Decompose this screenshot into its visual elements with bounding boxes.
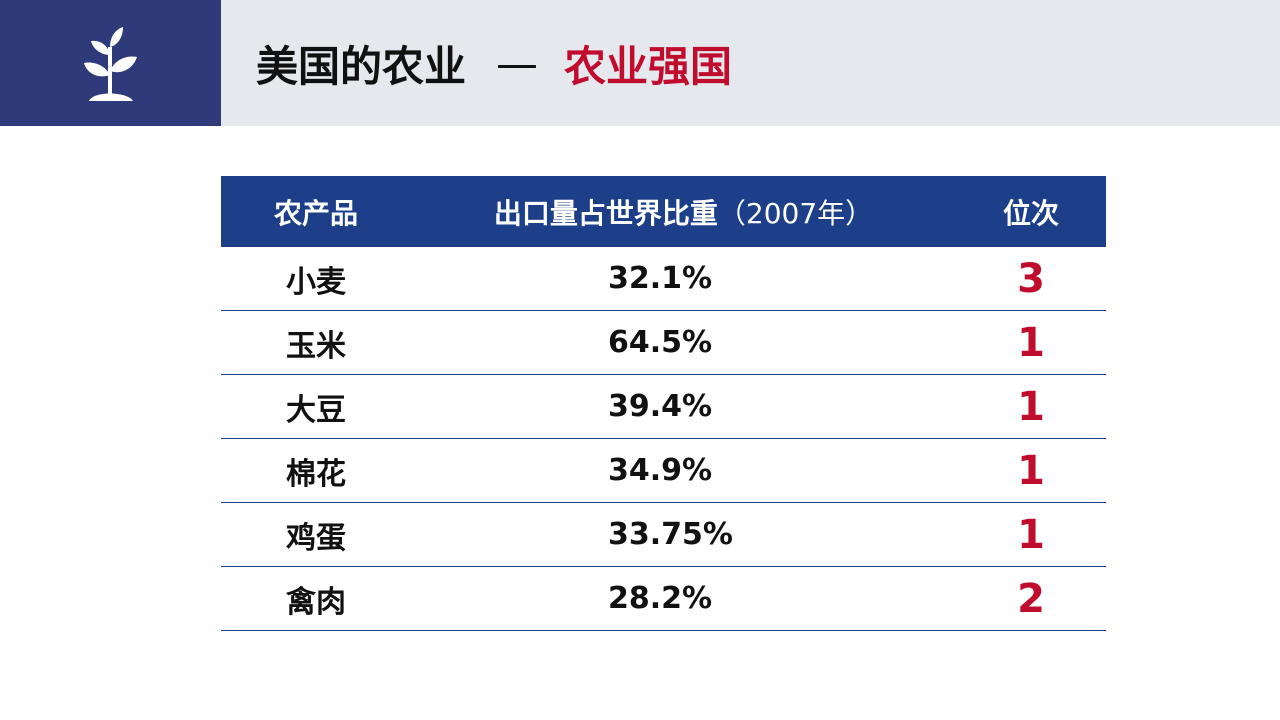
- page-title: 美国的农业 — 农业强国: [256, 32, 732, 94]
- header-share-year: （2007年）: [717, 196, 874, 230]
- cell-product: 棉花: [286, 456, 346, 492]
- table-row: 鸡蛋 33.75% 1: [221, 503, 1106, 567]
- cell-share: 34.9%: [608, 453, 713, 488]
- header-share: 出口量占世界比重（2007年）: [411, 192, 956, 232]
- cell-product: 鸡蛋: [286, 520, 346, 556]
- cell-product: 玉米: [286, 328, 346, 364]
- header-rank: 位次: [1002, 196, 1059, 230]
- cell-share: 39.4%: [608, 389, 713, 424]
- cell-product: 禽肉: [286, 584, 346, 620]
- title-dash: —: [496, 38, 539, 88]
- cell-share: 32.1%: [608, 261, 713, 296]
- cell-rank: 1: [1017, 511, 1045, 558]
- cell-product: 大豆: [286, 392, 346, 428]
- cell-rank: 2: [1017, 575, 1045, 622]
- table-row: 禽肉 28.2% 2: [221, 567, 1106, 631]
- table-row: 玉米 64.5% 1: [221, 311, 1106, 375]
- header-product: 农产品: [273, 196, 358, 230]
- cell-product: 小麦: [286, 264, 346, 300]
- cell-rank: 3: [1017, 255, 1045, 302]
- header-share-label: 出口量占世界比重: [493, 196, 718, 230]
- cell-share: 33.75%: [608, 517, 733, 552]
- title-accent: 农业强国: [564, 41, 733, 91]
- cell-rank: 1: [1017, 319, 1045, 366]
- table-header: 农产品 出口量占世界比重（2007年） 位次: [221, 176, 1106, 247]
- title-main: 美国的农业: [256, 41, 467, 91]
- table-row: 棉花 34.9% 1: [221, 439, 1106, 503]
- cell-share: 28.2%: [608, 581, 713, 616]
- table-row: 大豆 39.4% 1: [221, 375, 1106, 439]
- sprout-icon: [83, 27, 137, 101]
- logo-box: [0, 0, 221, 126]
- cell-share: 64.5%: [608, 325, 713, 360]
- cell-rank: 1: [1017, 447, 1045, 494]
- cell-rank: 1: [1017, 383, 1045, 430]
- export-table: 农产品 出口量占世界比重（2007年） 位次 小麦 32.1% 3 玉米 64.…: [221, 176, 1106, 631]
- table-row: 小麦 32.1% 3: [221, 247, 1106, 311]
